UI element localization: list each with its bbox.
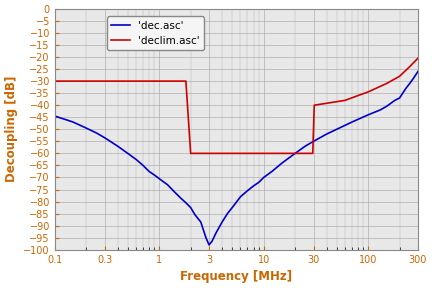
'dec.asc' xyxy=(172,190,177,194)
'dec.asc' xyxy=(378,108,383,112)
Legend: 'dec.asc', 'declim.asc': 'dec.asc', 'declim.asc' xyxy=(107,16,204,50)
'dec.asc' xyxy=(311,140,316,143)
'dec.asc' xyxy=(269,170,274,173)
'declim.asc' xyxy=(356,94,361,97)
'declim.asc' xyxy=(384,82,389,85)
'dec.asc' xyxy=(303,144,308,148)
'dec.asc' xyxy=(238,195,243,198)
'dec.asc' xyxy=(206,243,212,247)
Line: 'declim.asc': 'declim.asc' xyxy=(55,58,418,154)
X-axis label: Frequency [MHz]: Frequency [MHz] xyxy=(180,270,292,283)
'dec.asc' xyxy=(210,240,215,243)
'dec.asc' xyxy=(125,152,130,155)
'declim.asc' xyxy=(407,65,412,68)
Line: 'dec.asc': 'dec.asc' xyxy=(55,71,418,245)
'dec.asc' xyxy=(178,196,183,200)
'dec.asc' xyxy=(183,201,188,204)
'dec.asc' xyxy=(213,231,219,235)
'declim.asc' xyxy=(415,56,420,60)
'declim.asc' xyxy=(183,79,188,83)
'dec.asc' xyxy=(52,114,57,118)
'dec.asc' xyxy=(384,105,389,108)
'dec.asc' xyxy=(192,213,197,217)
'dec.asc' xyxy=(256,181,261,184)
'dec.asc' xyxy=(292,152,298,155)
'dec.asc' xyxy=(188,206,193,209)
'dec.asc' xyxy=(94,131,99,134)
'declim.asc' xyxy=(311,103,317,107)
Y-axis label: Decoupling [dB]: Decoupling [dB] xyxy=(5,76,18,183)
'dec.asc' xyxy=(84,126,89,130)
'dec.asc' xyxy=(198,220,203,224)
'dec.asc' xyxy=(365,113,371,117)
'declim.asc' xyxy=(188,152,193,155)
'dec.asc' xyxy=(397,96,402,100)
'dec.asc' xyxy=(219,220,225,224)
'dec.asc' xyxy=(165,183,170,186)
'declim.asc' xyxy=(310,152,315,155)
'declim.asc' xyxy=(52,79,57,83)
'declim.asc' xyxy=(311,103,317,107)
'declim.asc' xyxy=(183,79,188,83)
'dec.asc' xyxy=(324,132,329,136)
'declim.asc' xyxy=(342,99,347,102)
'dec.asc' xyxy=(245,189,250,192)
'dec.asc' xyxy=(140,164,146,167)
'dec.asc' xyxy=(403,87,409,90)
'declim.asc' xyxy=(397,75,402,78)
'declim.asc' xyxy=(188,152,193,155)
'dec.asc' xyxy=(152,173,157,177)
'dec.asc' xyxy=(146,170,152,173)
'dec.asc' xyxy=(392,99,397,102)
'dec.asc' xyxy=(280,161,285,165)
'dec.asc' xyxy=(251,184,256,187)
'dec.asc' xyxy=(410,77,416,80)
'dec.asc' xyxy=(349,120,355,124)
'declim.asc' xyxy=(365,90,371,94)
'dec.asc' xyxy=(407,82,412,85)
'declim.asc' xyxy=(310,152,315,155)
'dec.asc' xyxy=(225,212,230,215)
'dec.asc' xyxy=(261,176,266,179)
'dec.asc' xyxy=(70,120,76,124)
'dec.asc' xyxy=(102,136,107,139)
'dec.asc' xyxy=(203,236,209,239)
'dec.asc' xyxy=(334,128,339,131)
'dec.asc' xyxy=(415,70,420,73)
'dec.asc' xyxy=(230,206,235,209)
'dec.asc' xyxy=(157,177,162,180)
'dec.asc' xyxy=(133,158,139,161)
'dec.asc' xyxy=(115,144,120,148)
